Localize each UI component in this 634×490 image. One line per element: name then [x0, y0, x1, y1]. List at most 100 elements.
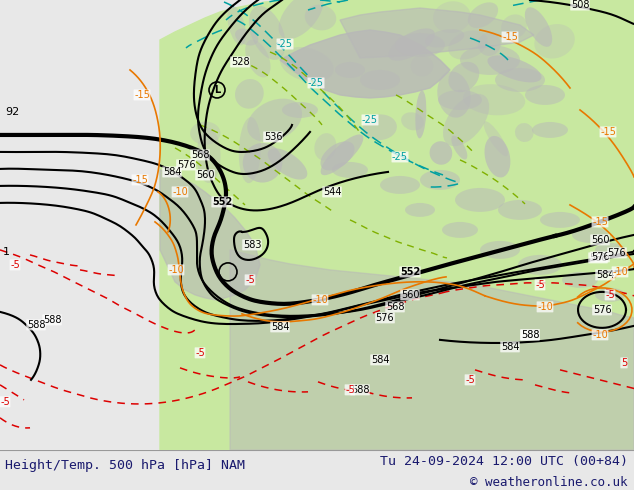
- Text: -25: -25: [362, 115, 378, 125]
- Ellipse shape: [314, 133, 336, 161]
- Ellipse shape: [363, 114, 397, 140]
- Text: 583: 583: [243, 240, 261, 250]
- Text: Height/Temp. 500 hPa [hPa] NAM: Height/Temp. 500 hPa [hPa] NAM: [5, 459, 245, 471]
- Ellipse shape: [321, 134, 363, 175]
- Text: 584: 584: [371, 355, 389, 365]
- Ellipse shape: [247, 98, 302, 142]
- Polygon shape: [160, 170, 260, 300]
- Ellipse shape: [405, 203, 435, 217]
- Ellipse shape: [480, 241, 520, 259]
- Ellipse shape: [282, 102, 318, 118]
- Text: 560: 560: [591, 235, 609, 245]
- Ellipse shape: [280, 47, 334, 82]
- Text: 568: 568: [385, 302, 404, 312]
- Ellipse shape: [478, 32, 501, 56]
- Polygon shape: [160, 0, 634, 450]
- Text: -15: -15: [592, 217, 608, 227]
- Ellipse shape: [484, 136, 510, 177]
- Ellipse shape: [595, 288, 625, 302]
- Text: -5: -5: [345, 385, 355, 395]
- Ellipse shape: [468, 2, 498, 28]
- Text: -25: -25: [277, 39, 293, 49]
- Ellipse shape: [443, 94, 489, 146]
- Text: -10: -10: [537, 302, 553, 312]
- Ellipse shape: [460, 45, 520, 75]
- Ellipse shape: [572, 227, 608, 243]
- Ellipse shape: [320, 141, 354, 171]
- Text: 560: 560: [196, 170, 214, 180]
- Text: -10: -10: [312, 295, 328, 305]
- Ellipse shape: [448, 30, 488, 60]
- Ellipse shape: [451, 136, 467, 159]
- Ellipse shape: [401, 112, 424, 130]
- Text: -5: -5: [195, 348, 205, 358]
- Text: 576: 576: [591, 252, 609, 262]
- Text: 576: 576: [376, 313, 394, 323]
- Text: 544: 544: [323, 187, 341, 197]
- Text: 584: 584: [596, 270, 614, 280]
- Ellipse shape: [595, 243, 625, 257]
- Text: © weatheronline.co.uk: © weatheronline.co.uk: [470, 476, 628, 490]
- Text: 588: 588: [42, 315, 61, 325]
- Ellipse shape: [562, 272, 598, 288]
- Text: -15: -15: [132, 175, 148, 185]
- Text: 584: 584: [271, 322, 289, 332]
- Text: -10: -10: [172, 187, 188, 197]
- Text: -5: -5: [10, 260, 20, 270]
- Ellipse shape: [380, 176, 420, 194]
- Ellipse shape: [278, 0, 323, 39]
- Ellipse shape: [540, 212, 580, 228]
- Text: L: L: [214, 85, 220, 95]
- Text: 588: 588: [521, 330, 540, 340]
- Ellipse shape: [411, 56, 433, 76]
- Polygon shape: [280, 30, 450, 98]
- Ellipse shape: [433, 1, 470, 33]
- Ellipse shape: [463, 84, 525, 115]
- Text: -15: -15: [134, 90, 150, 100]
- Polygon shape: [340, 8, 534, 58]
- Text: -25: -25: [392, 152, 408, 162]
- Text: -5: -5: [245, 275, 255, 285]
- Text: 536: 536: [264, 132, 282, 142]
- Ellipse shape: [395, 33, 445, 57]
- Ellipse shape: [448, 62, 479, 92]
- Ellipse shape: [525, 7, 552, 47]
- Text: 588: 588: [521, 330, 540, 340]
- Ellipse shape: [235, 79, 264, 109]
- Ellipse shape: [525, 85, 565, 105]
- Text: -15: -15: [600, 127, 616, 137]
- Text: 552: 552: [212, 197, 232, 207]
- Ellipse shape: [495, 68, 545, 92]
- Text: 508: 508: [571, 0, 589, 10]
- Ellipse shape: [488, 55, 541, 82]
- Ellipse shape: [442, 222, 478, 238]
- Ellipse shape: [534, 24, 575, 58]
- Text: 5: 5: [621, 358, 627, 368]
- Text: 568: 568: [191, 150, 209, 160]
- Text: 584: 584: [501, 342, 519, 352]
- Text: -10: -10: [612, 267, 628, 277]
- Text: 92: 92: [5, 107, 19, 117]
- Ellipse shape: [498, 200, 542, 220]
- Ellipse shape: [430, 141, 452, 165]
- Polygon shape: [230, 250, 634, 450]
- Ellipse shape: [268, 148, 307, 180]
- Ellipse shape: [484, 121, 508, 156]
- Ellipse shape: [239, 117, 261, 183]
- Ellipse shape: [235, 28, 258, 46]
- Text: 576: 576: [593, 305, 611, 315]
- Text: 576: 576: [177, 160, 195, 170]
- Text: 584: 584: [163, 167, 181, 177]
- Text: -5: -5: [535, 280, 545, 290]
- Text: -10: -10: [168, 265, 184, 275]
- Text: -5: -5: [605, 290, 615, 300]
- Ellipse shape: [389, 28, 435, 61]
- Text: 552: 552: [400, 267, 420, 277]
- Ellipse shape: [515, 123, 534, 142]
- Ellipse shape: [190, 122, 221, 145]
- Text: 560: 560: [401, 290, 419, 300]
- Ellipse shape: [335, 62, 365, 78]
- Text: 528: 528: [231, 57, 249, 67]
- Ellipse shape: [425, 29, 464, 48]
- Ellipse shape: [245, 40, 271, 77]
